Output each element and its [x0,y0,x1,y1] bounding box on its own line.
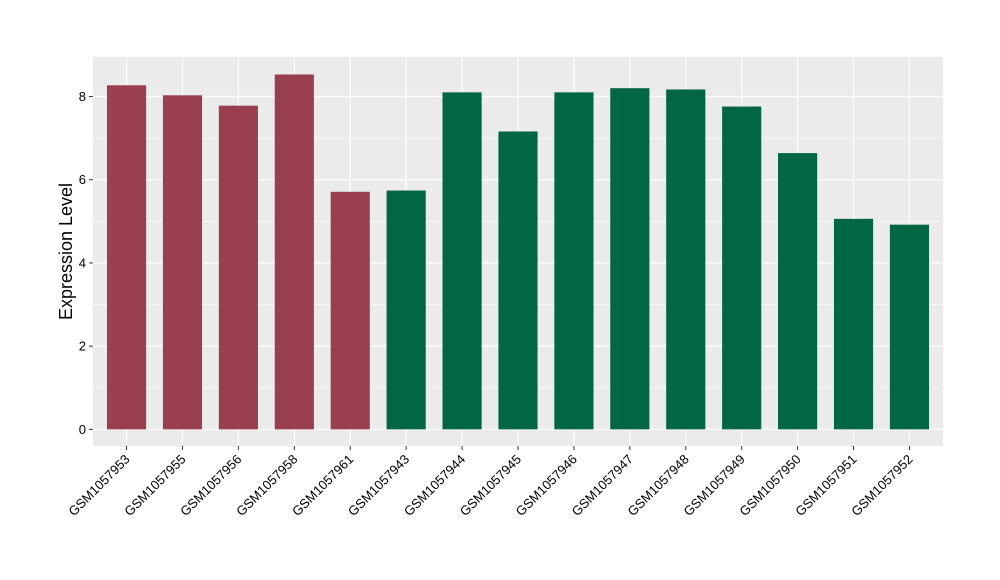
y-axis: 0 2 4 6 8 [79,89,93,437]
bar-GSM1057949 [722,106,762,430]
y-axis-title: Expression Level [56,183,76,320]
bars [106,74,930,430]
y-tick-label: 0 [79,422,86,437]
bar-GSM1057943 [386,190,426,430]
y-tick-label: 8 [79,89,86,104]
bar-GSM1057953 [106,85,147,430]
y-tick-label: 6 [79,172,86,187]
bar-GSM1057946 [554,92,594,430]
bar-GSM1057951 [833,218,874,430]
bar-GSM1057944 [442,92,482,430]
bar-GSM1057950 [778,153,818,430]
y-tick-label: 4 [79,255,86,270]
bar-GSM1057948 [666,89,706,430]
y-tick-label: 2 [79,339,86,354]
bar-GSM1057961 [330,191,370,430]
bar-GSM1057955 [162,95,203,430]
bar-GSM1057956 [218,105,258,430]
bar-GSM1057947 [610,88,650,430]
bar-GSM1057952 [889,224,930,430]
bar-GSM1057945 [498,131,538,430]
x-axis: GSM1057953GSM1057955GSM1057956GSM1057958… [65,446,916,519]
bar-GSM1057958 [274,74,314,430]
